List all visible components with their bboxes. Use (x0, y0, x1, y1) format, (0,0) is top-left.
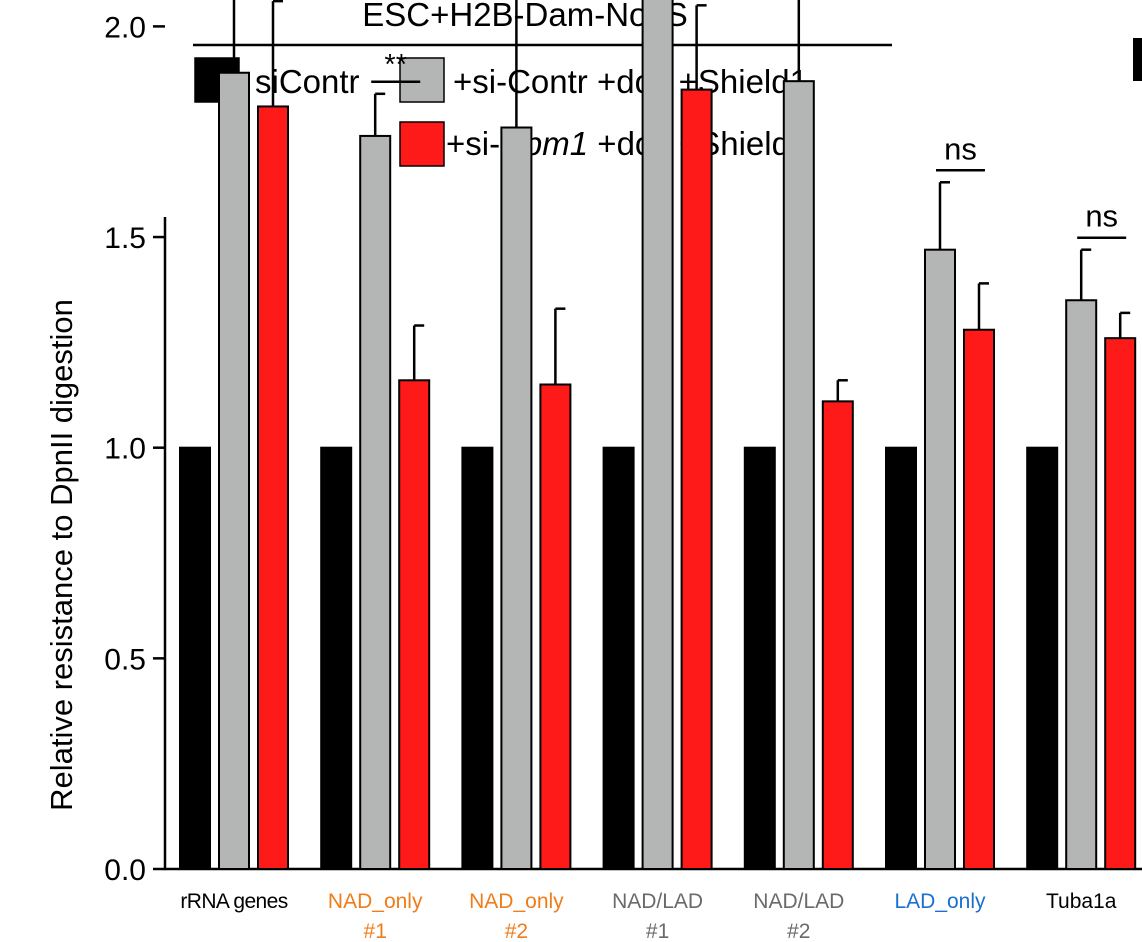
error-bar (232, 0, 236, 73)
significance-label: ns (1085, 199, 1118, 234)
legend-swatch (399, 121, 445, 167)
y-tick-label: 0.5 (104, 643, 146, 676)
significance-label: ns (944, 131, 977, 166)
bars (179, 0, 1137, 871)
bar (924, 248, 956, 870)
bar (885, 446, 917, 870)
error-bar (836, 379, 848, 402)
y-axis-label: Relative resistance to DpnII digestion (44, 299, 79, 811)
legend-label: +si-Contr +dox +Shield1 (453, 63, 808, 100)
title-group: ESC+H2B-Dam-NoLS (193, 0, 892, 47)
bar (782, 80, 815, 870)
bar (821, 400, 854, 870)
legend-swatch (399, 57, 445, 103)
legend-label: +si-Npm1 +dox +Shield1 (446, 125, 808, 162)
error-bar (1118, 311, 1131, 339)
bar (359, 134, 392, 871)
error-bar (797, 0, 801, 82)
error-bar (373, 92, 386, 136)
x-tick-label-line1: rRNA genes (180, 890, 287, 913)
legend-label: siContr (255, 63, 360, 100)
next-panel-fragment (1133, 38, 1142, 81)
y-tick-label: 1.5 (104, 222, 146, 255)
legend: siContr +si-Contr +dox +Shield1 +si-Npm1 +… (194, 57, 808, 167)
x-tick-label: Tuba1a (1046, 890, 1117, 913)
x-tick-label-line2: #2 (505, 920, 528, 942)
y-tick-label: 0.0 (104, 854, 146, 887)
x-tick-label: NAD/LAD #1 (612, 890, 703, 942)
bar (641, 0, 674, 870)
x-tick-label-line1: LAD_only (894, 890, 986, 913)
bar (963, 328, 995, 870)
error-bar (515, 0, 518, 128)
x-tick-label-line2: #1 (646, 920, 669, 942)
legend-entry: +si-Contr +dox +Shield1 (399, 57, 808, 103)
bar (1026, 446, 1059, 870)
y-ticks: 0.00.51.01.52.02.53.0 (104, 11, 165, 887)
x-tick-label: NAD_only #1 (328, 890, 423, 942)
error-bar (412, 324, 425, 381)
bar (500, 126, 533, 870)
x-tick-label-line1: NAD/LAD (612, 890, 703, 913)
error-bar (977, 282, 989, 330)
error-bar (1079, 248, 1092, 301)
bar (461, 446, 494, 870)
bar (602, 446, 635, 870)
chart-title: ESC+H2B-Dam-NoLS (362, 0, 688, 33)
error-bar (271, 0, 283, 107)
y-tick-label: 1.0 (104, 433, 146, 466)
x-tick-label-line2: #2 (787, 920, 810, 942)
bar (539, 383, 572, 870)
x-tick-label: rRNA genes (180, 890, 288, 913)
bar (1065, 299, 1098, 870)
x-tick-label-line1: NAD_only (469, 890, 564, 913)
legend-entry: +si-Npm1 +dox +Shield1 (399, 121, 808, 167)
significance-marker: ** (371, 49, 421, 84)
x-tick-label: NAD/LAD #2 (753, 890, 844, 942)
bar (179, 446, 211, 870)
significance-marker: ns (936, 131, 985, 172)
bar (1104, 337, 1137, 870)
x-tick-labels: rRNA genes NAD_only#1NAD_only#2NAD/LAD#1N… (180, 890, 1116, 942)
bar (680, 88, 713, 871)
error-bars (232, 0, 1131, 402)
x-tick-label-line1: NAD_only (328, 890, 423, 913)
error-bar (554, 307, 566, 385)
x-tick-label-line2: #1 (364, 920, 387, 942)
significance-label: ** (384, 49, 407, 81)
y-tick-label: 2.0 (104, 11, 146, 44)
x-tick-label: NAD_only #2 (469, 890, 564, 942)
significance-marker: ns (1077, 199, 1127, 239)
x-tick-label: LAD_only (894, 890, 986, 913)
bar (398, 379, 431, 870)
bar (218, 71, 250, 871)
error-bar (938, 181, 950, 250)
error-bar (695, 4, 707, 90)
x-tick-label-line1: Tuba1a (1046, 890, 1117, 913)
bar (320, 446, 353, 870)
bar (257, 105, 289, 870)
x-tick-label-line1: NAD/LAD (753, 890, 844, 913)
bar (743, 446, 776, 870)
